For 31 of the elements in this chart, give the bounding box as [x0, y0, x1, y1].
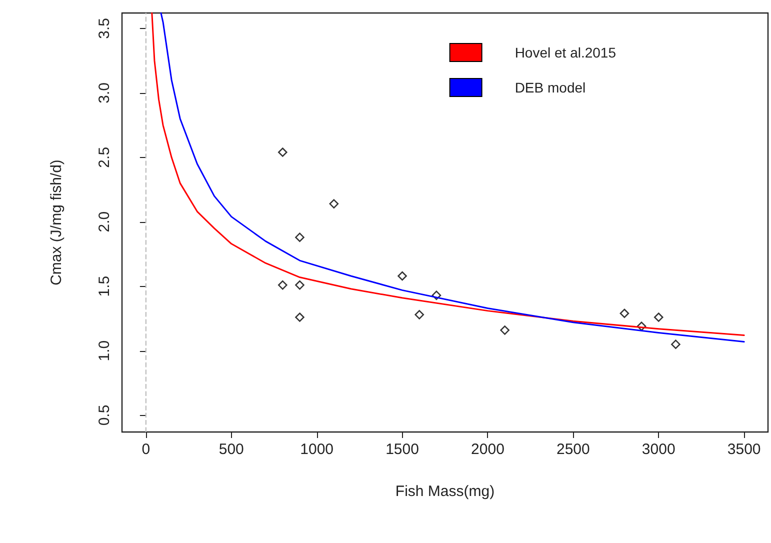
point	[654, 312, 664, 322]
x-tick-label: 500	[218, 441, 244, 458]
x-tick-label: 1000	[300, 441, 334, 458]
point	[295, 312, 304, 322]
point	[398, 271, 407, 281]
point	[620, 308, 630, 318]
point	[295, 232, 304, 242]
y-tick-label: 2.5	[96, 146, 113, 168]
x-tick-label: 2000	[471, 441, 504, 458]
y-axis-title: Cmax (J/mg fish/d)	[48, 160, 65, 286]
point	[500, 326, 510, 335]
y-tick-label: 0.5	[96, 404, 113, 426]
legend-label: DEB model	[514, 80, 586, 96]
x-axis-title: Fish Mass(mg)	[395, 483, 495, 500]
y-tick-label: 3.5	[96, 18, 113, 39]
legend-label: Hovel et al.2015	[514, 44, 616, 60]
point	[278, 280, 288, 290]
point	[671, 340, 680, 349]
x-tick-label: 3000	[642, 441, 676, 458]
point	[278, 148, 288, 157]
y-tick-label: 2.0	[96, 211, 113, 232]
y-tick-label: 3.0	[96, 82, 113, 104]
x-tick-label: 0	[142, 441, 150, 458]
point	[295, 280, 304, 290]
x-tick-label: 1500	[386, 441, 419, 458]
y-tick-label: 1.5	[96, 276, 113, 297]
x-tick-label: 3500	[727, 441, 761, 458]
x-tick-label: 2500	[556, 441, 590, 458]
point	[329, 199, 339, 208]
point	[414, 310, 424, 320]
y-tick-label: 1.0	[96, 340, 113, 362]
